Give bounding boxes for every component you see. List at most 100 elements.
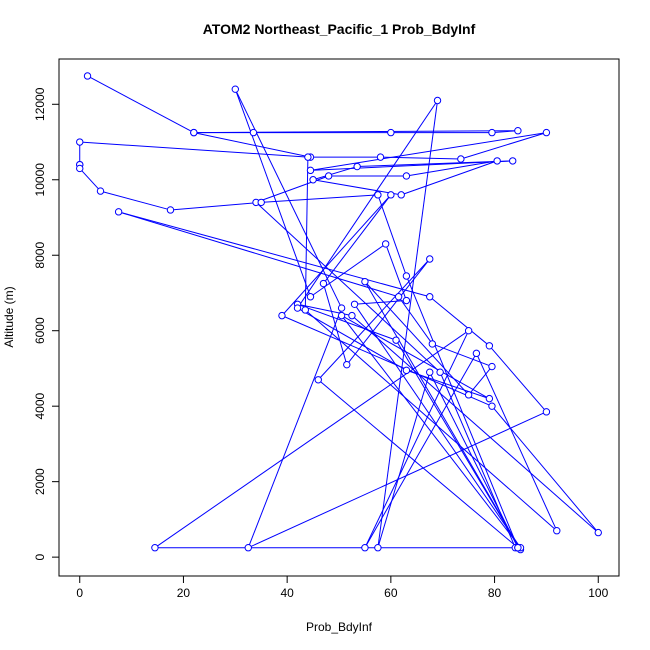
data-point <box>426 255 434 263</box>
series-segment <box>304 309 558 532</box>
data-point <box>514 543 522 552</box>
series-segment <box>377 100 439 548</box>
data-point <box>190 128 198 137</box>
data-point <box>485 342 494 350</box>
data-point <box>231 85 239 93</box>
data-point <box>402 296 411 305</box>
series-segment <box>401 160 498 196</box>
x-tick-label: 20 <box>177 586 191 600</box>
data-point <box>96 187 105 195</box>
series-segment <box>405 275 519 548</box>
series-segment <box>357 160 513 168</box>
data-point <box>542 408 551 416</box>
series-segment <box>364 281 469 396</box>
y-tick-label: 2000 <box>33 468 47 495</box>
series-segment <box>234 88 343 309</box>
data-point <box>324 172 333 180</box>
x-axis: 0 20 40 60 80 100 <box>76 575 609 600</box>
data-point <box>309 176 317 184</box>
data-point <box>428 340 437 348</box>
series-segment <box>281 315 493 407</box>
data-point <box>485 394 494 403</box>
data-point <box>114 208 123 216</box>
series-points <box>76 72 602 554</box>
y-tick-label: 0 <box>33 553 47 560</box>
data-point <box>244 543 252 552</box>
x-tick-label: 80 <box>488 586 502 600</box>
series-segment <box>297 100 438 309</box>
series-segment <box>310 243 386 298</box>
series-segment <box>312 166 358 181</box>
data-point <box>314 376 322 384</box>
series-segment <box>317 379 519 549</box>
series-segment <box>118 211 399 298</box>
data-point <box>488 362 496 371</box>
data-point <box>387 191 395 199</box>
series-segment <box>460 132 547 160</box>
series-segment <box>312 179 402 196</box>
data-point <box>394 293 403 301</box>
data-point <box>278 311 286 320</box>
series-segment <box>234 89 311 297</box>
series-segment <box>317 258 431 381</box>
x-tick-label: 40 <box>280 586 294 600</box>
data-point <box>83 72 92 80</box>
data-point <box>301 306 309 314</box>
data-point <box>337 304 346 312</box>
series-segment <box>385 243 407 301</box>
series-segment <box>377 194 407 277</box>
data-point <box>464 391 473 399</box>
series-segment <box>377 372 431 548</box>
y-tick-label: 8000 <box>33 242 47 269</box>
data-point <box>433 96 442 105</box>
data-point <box>514 127 522 135</box>
data-point <box>76 138 84 146</box>
data-point <box>76 164 84 173</box>
y-tick-label: 4000 <box>33 393 47 420</box>
data-point <box>457 155 465 163</box>
series-segment <box>193 132 311 158</box>
series-segment <box>79 168 101 192</box>
series-segment <box>354 304 521 548</box>
series-segment <box>468 366 493 396</box>
data-point <box>387 128 395 137</box>
data-point <box>493 157 501 165</box>
data-point <box>426 368 434 376</box>
series-segment <box>406 160 498 177</box>
series-segment <box>87 75 195 134</box>
series-segment <box>261 194 378 203</box>
data-point <box>361 277 369 286</box>
data-point <box>249 128 258 137</box>
data-point <box>166 206 175 214</box>
data-point <box>464 327 473 335</box>
series-segment <box>193 130 518 134</box>
data-point <box>350 300 359 308</box>
series-segment <box>354 300 407 305</box>
data-point <box>304 153 312 161</box>
data-point <box>348 311 356 320</box>
series-segment <box>118 211 430 298</box>
series-segment <box>491 405 599 533</box>
data-point <box>293 304 302 312</box>
data-point <box>402 366 411 375</box>
data-point <box>353 162 361 171</box>
x-tick-label: 0 <box>76 586 83 600</box>
y-axis: 0 2000 4000 6000 8000 10000 12000 <box>33 87 60 560</box>
series-segment <box>341 315 490 400</box>
data-point <box>343 360 351 369</box>
series-segment <box>488 345 547 413</box>
series-segment <box>170 201 262 211</box>
series-segment <box>154 330 469 549</box>
data-point <box>374 543 382 552</box>
data-point <box>392 336 400 344</box>
series-segment <box>323 194 392 284</box>
series-segment <box>406 369 490 400</box>
series-segment <box>341 315 521 549</box>
series-segment <box>398 296 433 345</box>
series-segment <box>297 307 407 371</box>
x-tick-label: 100 <box>588 586 608 600</box>
series-segment <box>100 190 171 211</box>
data-point <box>397 191 405 199</box>
data-point <box>472 349 481 358</box>
